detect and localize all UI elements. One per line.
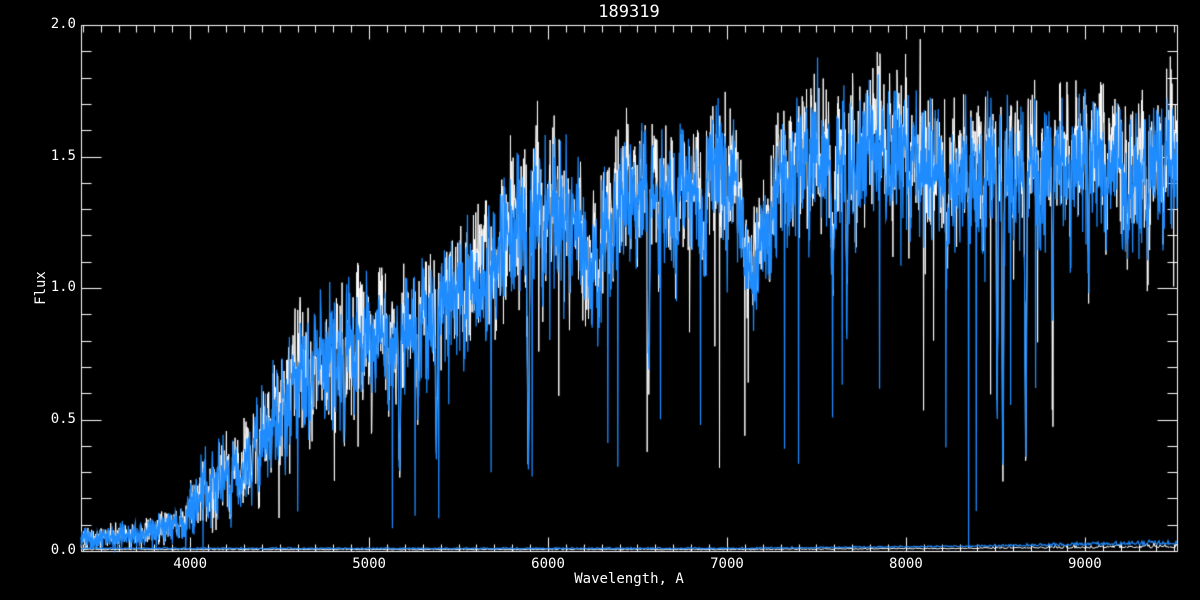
x-tick-label: 4000 [173,556,207,572]
x-tick-label: 7000 [710,556,744,572]
x-tick-label: 8000 [889,556,923,572]
y-tick-label: 2.0 [50,16,76,33]
y-tick-label: 1.5 [50,147,76,164]
y-tick-label: 0.5 [50,410,76,427]
y-tick-label: 0.0 [50,542,76,559]
x-tick-label: 6000 [531,556,565,572]
y-tick-label: 1.0 [50,279,76,296]
chart-title: 189319 [598,2,660,22]
x-tick-label: 5000 [352,556,386,572]
x-axis-title: Wavelength, A [574,571,684,587]
x-tick-label: 9000 [1067,556,1102,572]
